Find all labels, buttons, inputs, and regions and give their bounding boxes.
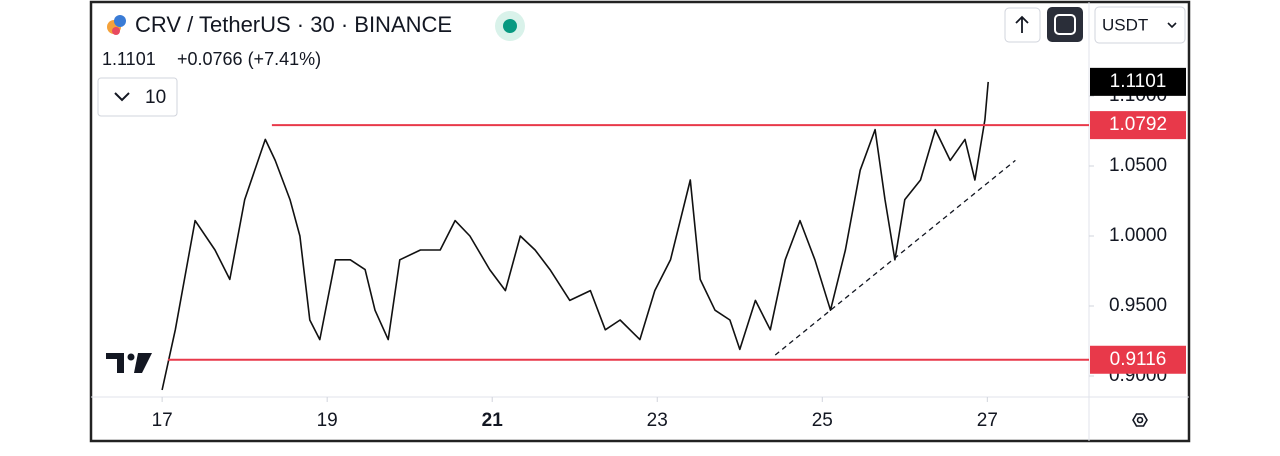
fullscreen-button[interactable] [1047, 7, 1083, 42]
frame [89, 0, 1191, 443]
x-tick-label: 17 [152, 410, 173, 431]
y-tick-label: 0.9500 [1109, 295, 1167, 316]
x-tick-label: 19 [317, 410, 338, 431]
settings-icon[interactable] [1132, 413, 1148, 427]
currency: USDT [1102, 15, 1148, 34]
level-label: 1.0792 [1109, 114, 1167, 135]
price-line [161, 81, 989, 391]
status-dot [503, 19, 517, 33]
y-tick-label: 1.0500 [1109, 155, 1167, 176]
indicator-toggle[interactable] [97, 77, 178, 117]
up-arrow [1015, 15, 1029, 33]
x-tick-label: 25 [812, 410, 833, 431]
price-change: +0.0766 (+7.41%) [177, 49, 321, 69]
x-tick-label: 21 [482, 410, 504, 431]
logo [106, 353, 152, 373]
last-price-label: 1.1101 [1110, 71, 1167, 92]
symbol-icon [107, 15, 126, 35]
indicator-count: 10 [145, 87, 166, 108]
last-price-box [1090, 67, 1186, 96]
y-tick-label: 1.0000 [1109, 225, 1167, 246]
chevron [1167, 22, 1177, 29]
trendline [774, 159, 1016, 356]
chart-title: CRV / TetherUS · 30 · BINANCE [135, 12, 452, 37]
level-label-box [1090, 345, 1186, 374]
x-tick-label: 27 [977, 410, 998, 431]
currency-select[interactable] [1094, 6, 1186, 44]
chevron [114, 92, 130, 102]
level-label: 0.9116 [1110, 349, 1167, 370]
last-price: 1.1101 [102, 49, 156, 69]
fullscreen-icon [1054, 14, 1076, 35]
level-label-box [1090, 111, 1186, 140]
x-tick-label: 23 [647, 410, 668, 431]
